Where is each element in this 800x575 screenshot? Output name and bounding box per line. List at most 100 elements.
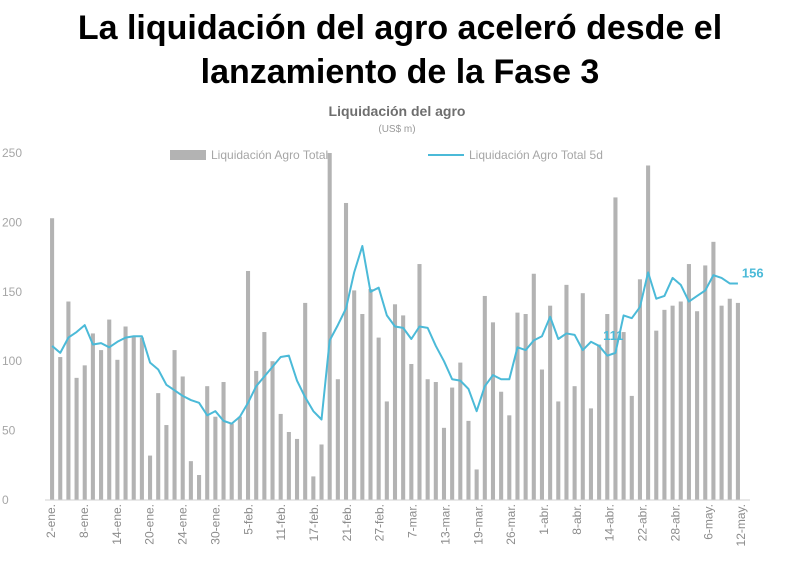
bar <box>637 279 642 500</box>
bar <box>303 302 308 500</box>
bar <box>172 350 177 500</box>
bar <box>629 395 634 500</box>
bar <box>580 293 585 500</box>
bar <box>327 153 332 500</box>
x-tick-label: 7-mar. <box>406 504 420 538</box>
bar <box>270 361 275 500</box>
bar <box>221 382 226 500</box>
x-tick-label: 1-abr. <box>537 504 551 535</box>
bar <box>735 302 740 500</box>
bar <box>662 309 667 500</box>
headline: La liquidación del agro aceleró desde el… <box>0 6 800 94</box>
bar <box>654 330 659 500</box>
bar <box>458 362 463 500</box>
line-series <box>51 245 738 425</box>
bar <box>670 305 675 500</box>
y-axis: 0 50 100 150 200 250 <box>2 146 22 507</box>
bar <box>139 337 144 500</box>
bar <box>507 415 512 500</box>
bar <box>572 386 577 500</box>
bar <box>74 377 79 500</box>
bar <box>205 386 210 500</box>
x-tick-label: 14-abr. <box>603 504 617 541</box>
x-tick-label: 21-feb. <box>340 504 354 541</box>
x-tick-label: 12-may. <box>734 504 748 546</box>
bar <box>115 359 120 500</box>
bar <box>621 332 626 500</box>
bar <box>695 311 700 500</box>
x-tick-label: 5-feb. <box>241 504 255 535</box>
bar <box>99 350 104 500</box>
bar <box>213 416 218 500</box>
y-tick-label: 200 <box>2 215 22 229</box>
bar <box>90 333 95 500</box>
y-tick-label: 0 <box>2 493 9 507</box>
y-tick-label: 50 <box>2 424 16 438</box>
x-tick-label: 27-feb. <box>373 504 387 541</box>
bar <box>539 369 544 500</box>
x-axis: 2-ene. 8-ene. 14-ene. 20-ene. 24-ene. 30-ene.… <box>44 504 748 546</box>
bar <box>107 319 112 500</box>
bar <box>343 202 349 500</box>
bar <box>392 304 398 500</box>
bar <box>499 391 504 500</box>
x-tick-label: 13-mar. <box>438 504 452 545</box>
bar <box>417 264 422 500</box>
x-tick-label: 28-abr. <box>668 504 682 541</box>
bar <box>360 314 365 500</box>
bar <box>131 336 136 500</box>
y-tick-label: 150 <box>2 285 22 299</box>
x-tick-label: 22-abr. <box>636 504 650 541</box>
bar <box>686 264 691 500</box>
bar <box>229 423 234 500</box>
bar <box>180 376 185 500</box>
legend-label-bars: Liquidación Agro Total <box>211 148 328 162</box>
data-label: 156 <box>742 265 764 280</box>
bar <box>237 416 242 500</box>
bar <box>678 301 683 500</box>
bar <box>245 270 251 500</box>
bar <box>368 289 373 500</box>
bar <box>352 290 357 500</box>
x-tick-label: 8-abr. <box>570 504 584 535</box>
bar <box>523 314 528 500</box>
x-tick-label: 24-ene. <box>176 504 190 545</box>
x-tick-label: 26-mar. <box>504 504 518 545</box>
data-label: 111 <box>603 328 623 343</box>
bar <box>441 427 447 500</box>
bar <box>490 322 496 500</box>
bar <box>564 284 569 500</box>
bar <box>597 344 602 500</box>
chart-subtitle: (US$ m) <box>378 124 415 135</box>
bar <box>197 475 202 500</box>
bar <box>82 365 87 500</box>
bar <box>58 357 63 500</box>
bar <box>311 476 316 500</box>
x-tick-label: 2-ene. <box>44 504 58 538</box>
headline-line-2: lanzamiento de la Fase 3 <box>200 53 600 91</box>
bar <box>425 379 430 500</box>
bar <box>474 469 479 500</box>
bar <box>588 408 593 500</box>
x-tick-label: 14-ene. <box>110 504 124 545</box>
bar <box>376 337 381 500</box>
legend: Liquidación Agro Total Liquidación Agro … <box>170 148 603 162</box>
bar <box>335 379 340 500</box>
bar <box>605 314 610 500</box>
x-tick-label: 19-mar. <box>471 504 485 545</box>
x-tick-label: 17-feb. <box>307 504 321 541</box>
bar <box>294 438 300 500</box>
bar <box>515 312 520 500</box>
bar <box>188 461 193 500</box>
bar <box>482 295 487 500</box>
x-tick-label: 6-may. <box>701 504 715 540</box>
bar <box>466 420 471 500</box>
bar <box>319 444 324 500</box>
bar <box>164 425 169 500</box>
legend-swatch-bars <box>170 150 206 160</box>
x-tick-label: 11-feb. <box>274 504 288 540</box>
bar <box>646 165 651 501</box>
bar <box>384 401 389 500</box>
legend-label-line: Liquidación Agro Total 5d <box>469 148 603 162</box>
